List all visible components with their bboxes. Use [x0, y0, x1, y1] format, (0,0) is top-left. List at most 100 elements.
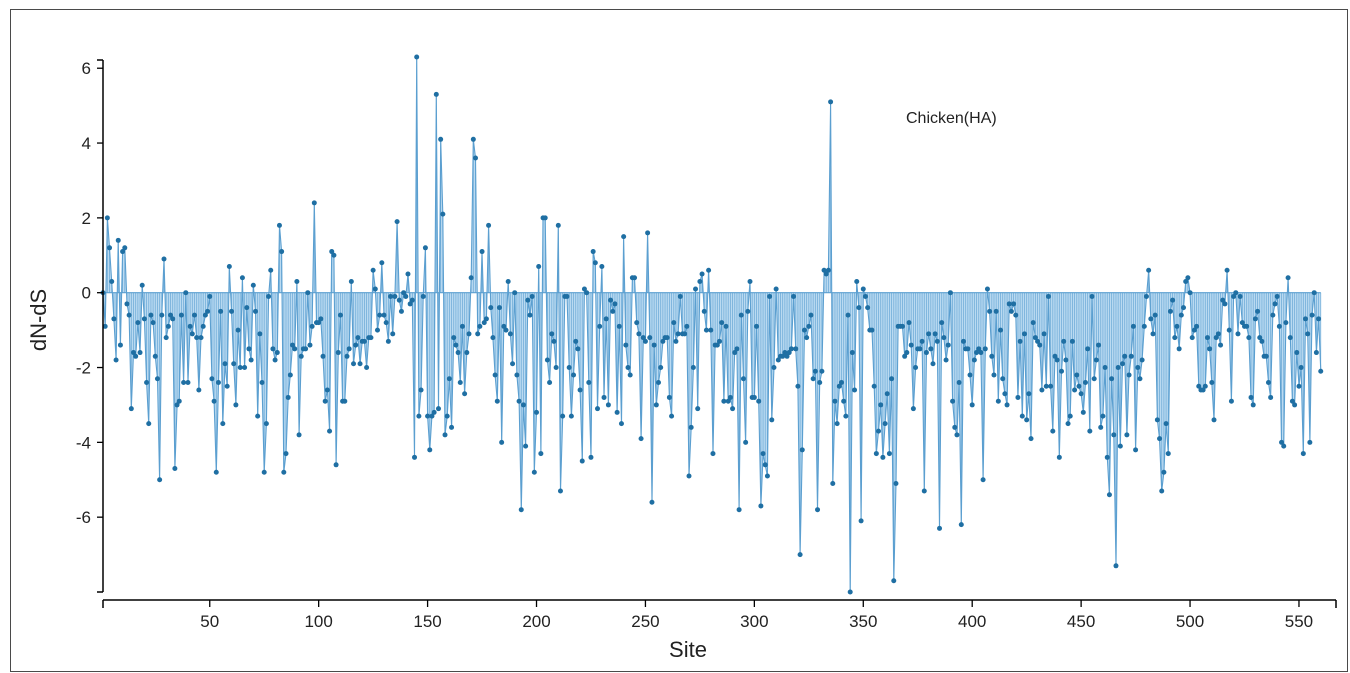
data-point-186 — [503, 327, 509, 333]
data-point-368 — [899, 323, 905, 329]
data-point-14 — [128, 406, 134, 412]
data-point-194 — [520, 402, 526, 408]
data-point-152 — [429, 413, 435, 419]
data-point-241 — [623, 342, 629, 348]
data-point-184 — [499, 439, 505, 445]
y-tick-label--2: -2 — [76, 359, 91, 378]
data-point-362 — [886, 451, 892, 457]
data-point-91 — [296, 432, 302, 438]
data-point-218 — [573, 338, 579, 344]
data-point-341 — [841, 398, 847, 404]
data-point-24 — [150, 320, 156, 326]
data-point-72 — [255, 413, 261, 419]
data-point-473 — [1128, 353, 1134, 359]
data-point-65 — [239, 275, 245, 281]
data-point-96 — [307, 342, 313, 348]
data-point-68 — [246, 346, 252, 352]
data-point-249 — [640, 335, 646, 341]
data-point-124 — [368, 335, 374, 341]
data-point-301 — [754, 323, 760, 329]
data-point-97 — [309, 323, 315, 329]
x-tick-label-350: 350 — [849, 612, 877, 631]
data-point-492 — [1170, 297, 1176, 303]
data-point-102 — [320, 353, 326, 359]
data-point-289 — [727, 394, 733, 400]
data-point-13 — [126, 312, 132, 318]
data-point-247 — [636, 331, 642, 337]
data-point-444 — [1065, 421, 1071, 427]
data-point-136 — [394, 219, 400, 225]
data-point-261 — [666, 394, 672, 400]
data-point-476 — [1135, 365, 1141, 371]
data-point-490 — [1165, 451, 1171, 457]
data-point-207 — [549, 331, 555, 337]
data-point-318 — [791, 293, 797, 299]
data-point-80 — [272, 357, 278, 363]
data-point-193 — [518, 507, 524, 513]
data-point-2 — [102, 323, 108, 329]
data-point-37 — [178, 312, 184, 318]
data-point-165 — [457, 379, 463, 385]
data-point-345 — [849, 350, 855, 356]
data-point-50 — [207, 293, 213, 299]
data-point-294 — [738, 312, 744, 318]
data-point-519 — [1228, 398, 1234, 404]
data-point-468 — [1117, 443, 1123, 449]
data-point-115 — [348, 278, 354, 284]
data-point-208 — [551, 338, 557, 344]
data-point-64 — [237, 365, 243, 371]
x-tick-label-450: 450 — [1067, 612, 1095, 631]
data-point-173 — [475, 331, 481, 337]
data-point-266 — [677, 293, 683, 299]
data-point-206 — [547, 379, 553, 385]
data-point-465 — [1111, 432, 1117, 438]
data-point-167 — [462, 391, 468, 397]
y-tick-label-2: 2 — [82, 209, 91, 228]
data-point-83 — [279, 249, 285, 255]
data-point-313 — [780, 353, 786, 359]
data-point-536 — [1265, 379, 1271, 385]
data-point-17 — [135, 320, 141, 326]
data-point-533 — [1259, 338, 1265, 344]
data-point-526 — [1244, 323, 1250, 329]
data-point-553 — [1303, 316, 1309, 322]
data-point-105 — [327, 428, 333, 434]
data-point-540 — [1274, 293, 1280, 299]
data-point-103 — [322, 398, 328, 404]
data-point-407 — [984, 286, 990, 292]
data-point-12 — [124, 301, 130, 307]
data-point-440 — [1056, 454, 1062, 460]
data-point-458 — [1096, 342, 1102, 348]
data-point-520 — [1231, 293, 1237, 299]
data-point-432 — [1039, 387, 1045, 393]
data-point-283 — [714, 342, 720, 348]
data-point-4 — [107, 245, 113, 251]
data-point-498 — [1183, 278, 1189, 284]
data-point-484 — [1152, 312, 1158, 318]
data-point-66 — [242, 365, 248, 371]
data-point-478 — [1139, 357, 1145, 363]
data-point-287 — [723, 323, 729, 329]
data-point-178 — [486, 222, 492, 228]
data-point-179 — [488, 305, 494, 311]
data-point-228 — [595, 406, 601, 412]
data-point-463 — [1106, 492, 1112, 498]
data-point-344 — [847, 589, 853, 595]
data-point-59 — [226, 264, 232, 270]
data-point-212 — [560, 413, 566, 419]
data-point-53 — [213, 469, 219, 475]
data-point-256 — [656, 379, 662, 385]
data-point-424 — [1021, 331, 1027, 337]
y-tick-label--4: -4 — [76, 433, 91, 452]
data-point-144 — [412, 454, 418, 460]
data-point-455 — [1089, 293, 1095, 299]
data-point-518 — [1226, 327, 1232, 333]
data-point-461 — [1102, 365, 1108, 371]
data-point-230 — [599, 264, 605, 270]
data-point-429 — [1032, 335, 1038, 341]
data-point-73 — [257, 331, 263, 337]
data-point-499 — [1185, 275, 1191, 281]
data-point-558 — [1313, 350, 1319, 356]
data-point-19 — [139, 282, 145, 288]
data-point-435 — [1045, 293, 1051, 299]
